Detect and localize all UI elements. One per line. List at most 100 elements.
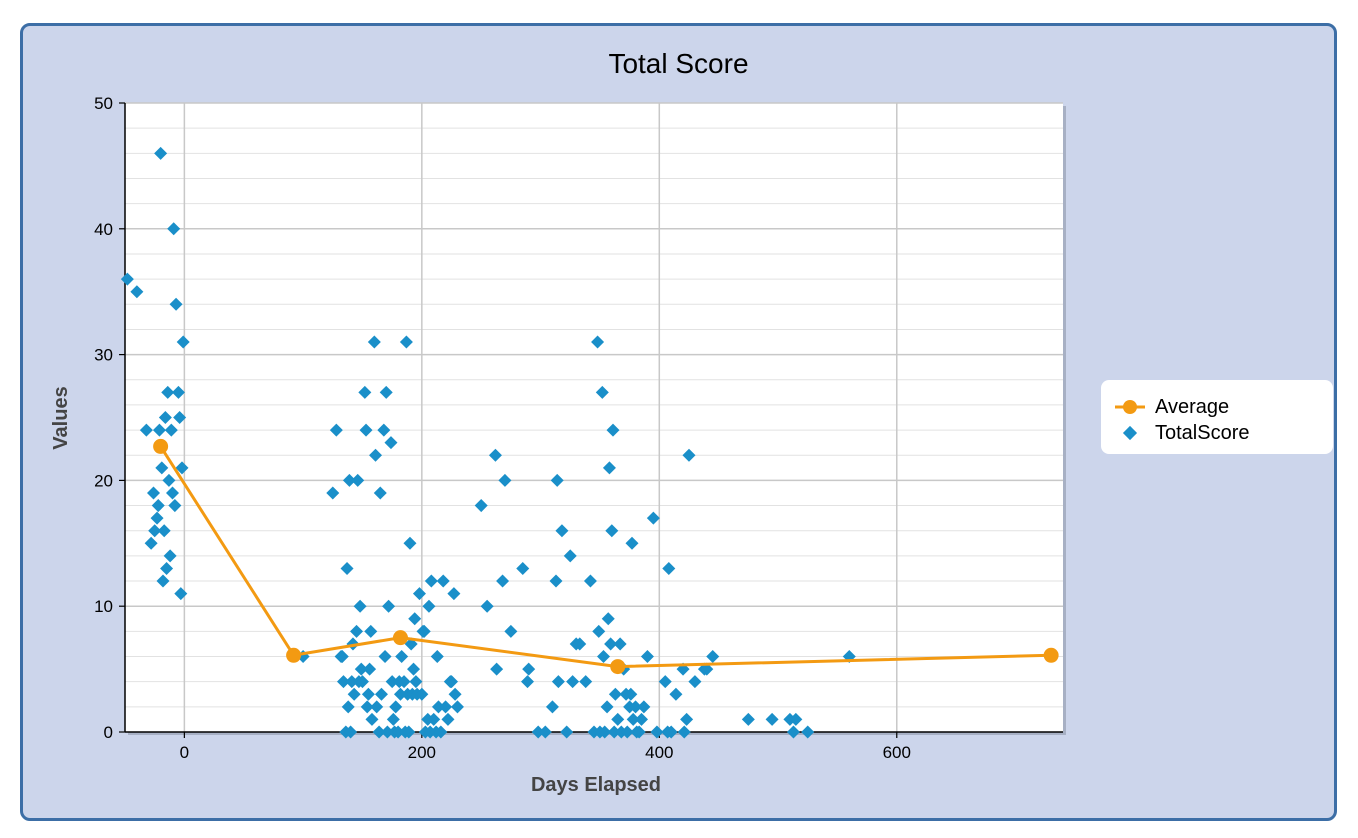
totalscore-point [415, 687, 429, 701]
totalscore-point [158, 410, 172, 425]
totalscore-point [120, 272, 134, 286]
totalscore-point [741, 712, 755, 726]
totalscore-point [634, 712, 648, 726]
totalscore-point [175, 461, 189, 475]
totalscore-point [786, 725, 800, 739]
totalscore-point [490, 662, 504, 676]
totalscore-point [595, 385, 609, 399]
totalscore-point [359, 423, 373, 437]
totalscore-point [369, 448, 383, 462]
totalscore-point [551, 675, 565, 689]
totalscore-point [445, 675, 459, 689]
totalscore-point [353, 599, 367, 613]
totalscore-point [434, 725, 448, 739]
totalscore-point [329, 423, 343, 437]
totalscore-point [608, 687, 622, 701]
legend-item-totalscore[interactable]: TotalScore [1115, 420, 1250, 446]
totalscore-point [538, 725, 552, 739]
totalscore-point [162, 473, 176, 487]
totalscore-point [629, 700, 643, 714]
totalscore-point [422, 599, 436, 613]
totalscore-point [427, 712, 441, 726]
totalscore-point [596, 650, 611, 664]
legend-item-average[interactable]: Average [1115, 394, 1229, 420]
totalscore-point [389, 700, 403, 714]
totalscore-point [165, 486, 179, 500]
totalscore-point [151, 499, 165, 513]
totalscore-point [345, 675, 359, 689]
totalscore-point [373, 486, 387, 500]
totalscore-point [403, 536, 417, 550]
totalscore-point [498, 473, 512, 487]
totalscore-point [579, 675, 593, 689]
totalscore-point [566, 675, 580, 689]
totalscore-point [682, 448, 696, 462]
totalscore-point [360, 700, 374, 714]
totalscore-point [522, 662, 536, 676]
totalscore-point [355, 675, 369, 689]
totalscore-point [171, 385, 185, 399]
chart-title: Total Score [608, 48, 749, 79]
totalscore-point [363, 662, 377, 676]
chart-panel: Total Score 0 10 20 30 40 50 0 200 400 600 Days E… [20, 23, 1337, 821]
series [120, 146, 1059, 739]
totalscore-point [354, 662, 368, 676]
totalscore-point [680, 712, 694, 726]
y-tick-label: 0 [104, 723, 113, 742]
totalscore-point [367, 335, 381, 349]
totalscore-point [624, 687, 638, 701]
totalscore-point [658, 675, 672, 689]
totalscore-point [409, 675, 423, 689]
totalscore-point [169, 297, 183, 311]
totalscore-point [408, 612, 422, 626]
average-point [153, 438, 169, 454]
totalscore-point [168, 499, 182, 513]
totalscore-point [163, 549, 177, 563]
totalscore-point [598, 725, 612, 739]
totalscore-diamond-marker-icon [1122, 425, 1138, 441]
totalscore-point [379, 385, 393, 399]
plot-area [125, 103, 1063, 732]
totalscore-point [531, 725, 545, 739]
totalscore-point [161, 385, 175, 399]
totalscore-point [430, 650, 444, 664]
totalscore-point [496, 574, 510, 588]
totalscore-point [474, 499, 488, 513]
totalscore-point [604, 637, 618, 651]
totalscore-point [364, 624, 378, 638]
totalscore-point [626, 712, 640, 726]
totalscore-point [789, 712, 803, 726]
legend: Average TotalScore [1101, 380, 1333, 454]
totalscore-point [583, 574, 597, 588]
totalscore-point [488, 448, 502, 462]
x-tick-label: 200 [408, 743, 436, 762]
totalscore-point [650, 725, 664, 739]
totalscore-point [545, 700, 559, 714]
totalscore-point [377, 423, 391, 437]
totalscore-point [341, 700, 355, 714]
totalscore-point [335, 650, 349, 664]
totalscore-point [382, 599, 396, 613]
totalscore-point [386, 712, 400, 726]
totalscore-point [664, 725, 678, 739]
totalscore-point [625, 536, 639, 550]
totalscore-point [591, 335, 605, 349]
totalscore-point [384, 436, 398, 450]
totalscore-point [611, 712, 625, 726]
totalscore-point [378, 650, 392, 664]
totalscore-point [350, 624, 364, 638]
totalscore-point [801, 725, 815, 739]
legend-label-average: Average [1155, 395, 1230, 418]
legend-label-totalscore: TotalScore [1155, 421, 1250, 444]
totalscore-point [560, 725, 574, 739]
x-tick-label: 400 [645, 743, 673, 762]
totalscore-point [563, 549, 577, 563]
average-point [1043, 647, 1059, 663]
totalscore-point [146, 486, 161, 500]
totalscore-point [550, 473, 564, 487]
average-line-marker-icon [1115, 400, 1145, 414]
totalscore-point [157, 524, 171, 538]
totalscore-point [441, 712, 455, 726]
totalscore-point [620, 725, 634, 739]
totalscore-point [640, 650, 654, 664]
